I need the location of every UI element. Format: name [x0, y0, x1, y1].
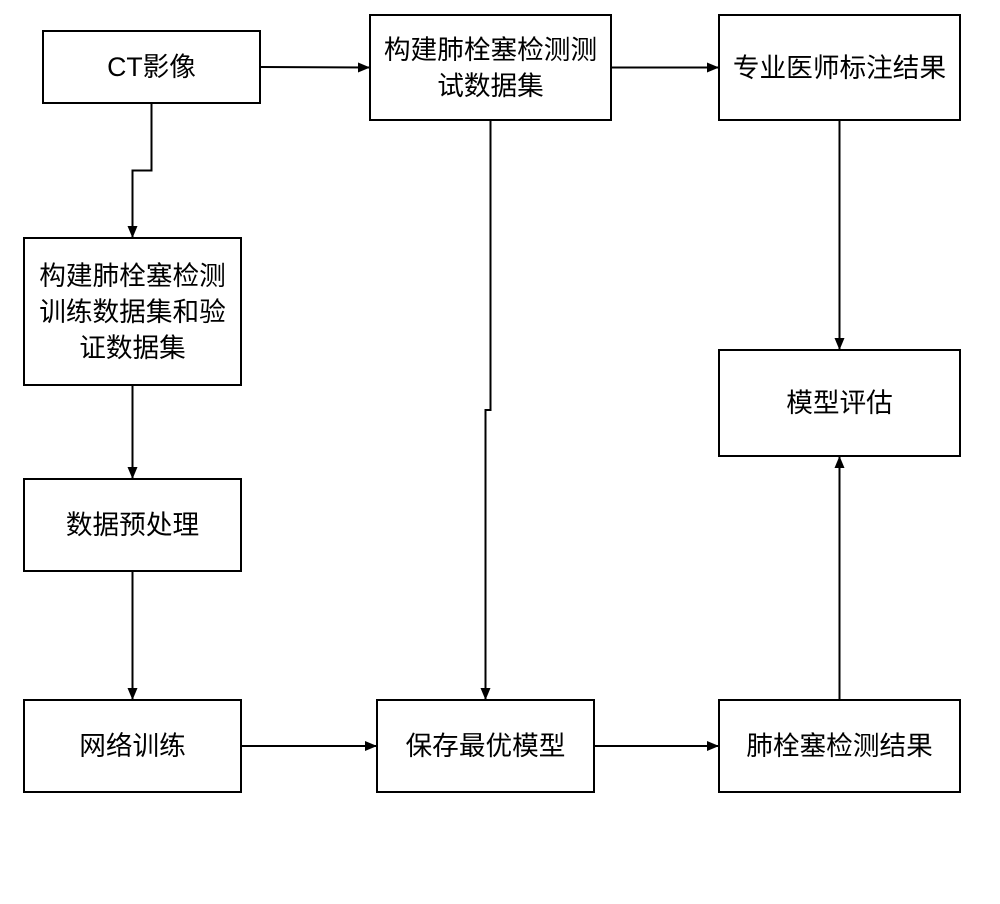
node-doctor: 专业医师标注结果: [718, 14, 961, 121]
node-label: CT影像: [101, 49, 202, 85]
node-test_set: 构建肺栓塞检测测试数据集: [369, 14, 612, 121]
node-preprocess: 数据预处理: [23, 478, 242, 572]
flowchart-canvas: CT影像 构建肺栓塞检测测试数据集 专业医师标注结果构建肺栓塞检测训练数据集和验证数…: [0, 0, 1000, 904]
node-result: 肺栓塞检测结果: [718, 699, 961, 793]
node-label: 肺栓塞检测结果: [740, 728, 939, 764]
node-label: 专业医师标注结果: [727, 50, 952, 86]
node-label: 构建肺栓塞检测训练数据集和验证数据集: [25, 258, 240, 366]
node-eval: 模型评估: [718, 349, 961, 457]
node-label: 保存最优模型: [400, 728, 572, 764]
node-train: 网络训练: [23, 699, 242, 793]
edge-ct-to-test_set: [261, 67, 369, 68]
node-train_val: 构建肺栓塞检测训练数据集和验证数据集: [23, 237, 242, 386]
node-label: 网络训练: [73, 728, 192, 764]
node-save_model: 保存最优模型: [376, 699, 595, 793]
node-label: 模型评估: [780, 385, 899, 421]
node-ct: CT影像: [42, 30, 261, 104]
edge-test_set-to-save_model: [486, 121, 491, 699]
node-label: 构建肺栓塞检测测试数据集: [371, 32, 610, 104]
node-label: 数据预处理: [60, 507, 205, 543]
edge-ct-to-train_val: [133, 104, 152, 237]
